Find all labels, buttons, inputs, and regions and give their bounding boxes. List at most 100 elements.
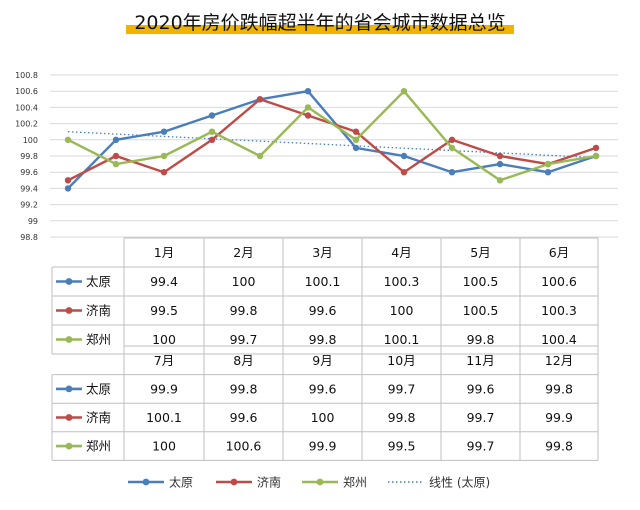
table-legend-marker <box>65 385 73 393</box>
table-cell-value: 100.1 <box>384 332 420 347</box>
series-line-太原 <box>67 89 597 190</box>
table-cell-value: 99.7 <box>230 332 258 347</box>
y-tick-label: 100.8 <box>15 71 38 80</box>
table-cell-value: 99.8 <box>230 303 258 318</box>
data-point-太原 <box>544 169 552 176</box>
table-legend-marker <box>65 442 73 450</box>
table-series-name: 郑州 <box>86 332 111 347</box>
table-legend-marker <box>65 414 73 421</box>
table-cell-value: 99.5 <box>388 439 416 454</box>
legend-label: 郑州 <box>343 475 367 490</box>
table-cell-value: 99.9 <box>309 439 337 454</box>
legend-label: 太原 <box>169 475 193 490</box>
table-cell-value: 99.8 <box>230 381 258 396</box>
table-header-month: 3月 <box>312 245 332 260</box>
table-cell-value: 100.6 <box>226 439 262 454</box>
table-cell-value: 99.6 <box>467 381 495 396</box>
y-tick-label: 99.8 <box>20 152 38 161</box>
data-point-郑州 <box>352 136 360 143</box>
table-cell-value: 100.1 <box>146 410 182 425</box>
y-tick-label: 100.6 <box>15 87 38 96</box>
data-point-济南 <box>496 152 504 160</box>
data-point-济南 <box>304 112 312 119</box>
table-cell-value: 99.4 <box>150 274 178 289</box>
data-point-郑州 <box>448 144 456 152</box>
data-point-太原 <box>448 169 456 176</box>
table-cell-value: 100 <box>152 439 176 454</box>
table-cell-value: 99.7 <box>467 439 495 454</box>
trendline-taiyuan <box>67 131 597 159</box>
table-legend-marker <box>65 278 73 285</box>
table-cell-value: 99.6 <box>309 381 337 396</box>
legend-label: 济南 <box>257 475 281 490</box>
table-cell-value: 99.6 <box>309 303 337 318</box>
data-point-太原 <box>112 136 120 143</box>
y-tick-label: 99.2 <box>20 201 38 210</box>
table-cell-value: 99.8 <box>545 439 573 454</box>
table-cell-value: 99.9 <box>545 410 573 425</box>
data-point-济南 <box>112 152 120 160</box>
legend-marker-郑州 <box>316 478 324 486</box>
table-cell-value: 100 <box>390 303 414 318</box>
data-point-太原 <box>64 185 72 192</box>
table-cell-value: 100.4 <box>541 332 577 347</box>
data-point-郑州 <box>64 136 72 143</box>
table-cell-value: 100.6 <box>541 274 577 289</box>
table-series-name: 太原 <box>86 274 111 289</box>
y-tick-label: 100 <box>23 136 38 145</box>
table-cell-value: 100 <box>152 332 176 347</box>
table-cell-value: 99.6 <box>230 410 258 425</box>
chart-title: 2020年房价跌幅超半年的省会城市数据总览 <box>126 10 514 36</box>
data-point-济南 <box>160 169 168 176</box>
data-point-郑州 <box>256 152 264 160</box>
data-point-济南 <box>400 169 408 176</box>
table-cell-value: 100.1 <box>305 274 341 289</box>
table-header-month: 2月 <box>233 245 253 260</box>
y-tick-label: 100.2 <box>15 120 38 129</box>
table-legend-marker <box>65 307 73 314</box>
table-series-name: 太原 <box>86 381 111 396</box>
table-cell-value: 99.7 <box>388 381 416 396</box>
data-point-太原 <box>496 160 504 168</box>
data-point-郑州 <box>160 152 168 160</box>
table-cell-value: 100 <box>232 274 256 289</box>
y-tick-label: 98.8 <box>20 233 38 242</box>
table-header-month: 1月 <box>154 245 174 260</box>
table-cell-value: 99.8 <box>309 332 337 347</box>
legend-marker-济南 <box>230 478 238 486</box>
data-point-济南 <box>448 136 456 143</box>
table-header-month: 9月 <box>312 353 332 368</box>
table-cell-value: 100.3 <box>541 303 577 318</box>
table-header-month: 12月 <box>545 353 573 368</box>
table-cell-value: 99.8 <box>388 410 416 425</box>
data-point-济南 <box>208 136 216 143</box>
table-cell-value: 99.9 <box>150 381 178 396</box>
y-tick-label: 99.6 <box>20 168 38 177</box>
table-cell-value: 99.5 <box>150 303 178 318</box>
table-series-name: 郑州 <box>86 439 111 454</box>
y-tick-label: 99 <box>28 217 38 226</box>
data-point-太原 <box>400 152 408 160</box>
data-point-太原 <box>304 88 312 95</box>
y-tick-label: 100.4 <box>15 103 38 112</box>
table-cell-value: 100.3 <box>384 274 420 289</box>
data-point-郑州 <box>304 104 312 111</box>
table-header-month: 10月 <box>387 353 415 368</box>
table-header-month: 5月 <box>470 245 490 260</box>
table-header-month: 6月 <box>549 245 569 260</box>
table-series-name: 济南 <box>86 410 111 425</box>
data-point-郑州 <box>496 177 504 184</box>
chart-title-container: 2020年房价跌幅超半年的省会城市数据总览 <box>0 10 640 36</box>
data-point-郑州 <box>544 160 552 168</box>
data-point-济南 <box>256 96 264 103</box>
table-series-name: 济南 <box>86 303 111 318</box>
table-cell-value: 100.5 <box>463 274 499 289</box>
table-cell-value: 99.7 <box>467 410 495 425</box>
data-point-郑州 <box>400 88 408 95</box>
table-legend-marker <box>65 336 73 343</box>
table-cell-value: 99.8 <box>545 381 573 396</box>
legend-marker-太原 <box>142 478 150 486</box>
table-header-month: 7月 <box>154 353 174 368</box>
